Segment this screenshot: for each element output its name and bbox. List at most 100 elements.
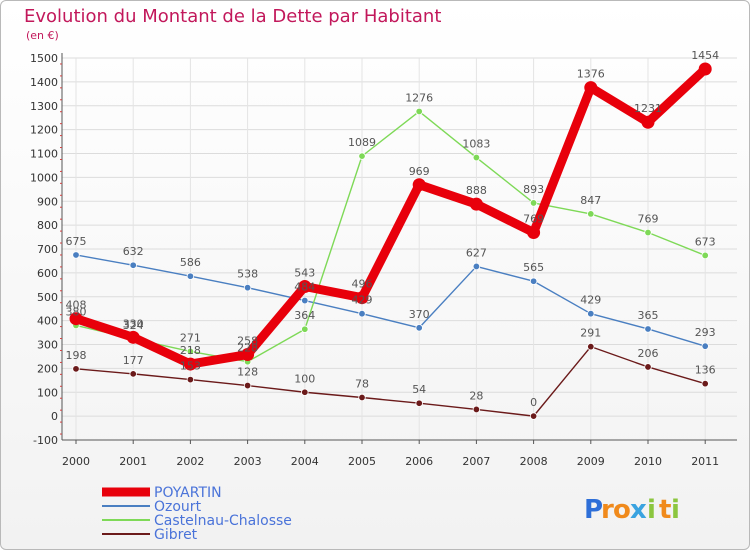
x-tick-label: 2008 xyxy=(520,455,548,468)
data-label: 888 xyxy=(466,184,487,197)
data-point xyxy=(644,325,652,333)
data-point xyxy=(641,115,655,129)
y-tick-label: 800 xyxy=(37,219,58,232)
data-label: 565 xyxy=(523,261,544,274)
data-label: 370 xyxy=(409,308,430,321)
data-label: 1089 xyxy=(348,136,376,149)
data-label: 100 xyxy=(294,372,315,385)
x-tick-label: 2007 xyxy=(462,455,490,468)
data-label: 1231 xyxy=(634,102,662,115)
data-label: 271 xyxy=(180,331,201,344)
brand-letter: i xyxy=(671,495,680,525)
data-label: 538 xyxy=(237,268,258,281)
data-label: 218 xyxy=(180,344,201,357)
x-tick-label: 2009 xyxy=(577,455,605,468)
data-point xyxy=(469,197,483,211)
data-label: 543 xyxy=(294,266,315,279)
y-tick-label: 1000 xyxy=(30,171,58,184)
data-point xyxy=(415,399,423,407)
data-label: 408 xyxy=(66,299,87,312)
y-tick-label: 0 xyxy=(51,410,58,423)
y-tick-label: 300 xyxy=(37,339,58,352)
series-layer xyxy=(69,62,712,420)
y-tick-label: 200 xyxy=(37,362,58,375)
data-label: 429 xyxy=(352,294,373,307)
y-tick-label: 1200 xyxy=(30,124,58,137)
legend-label: POYARTIN xyxy=(154,485,222,501)
data-point xyxy=(72,251,80,259)
data-label: 258 xyxy=(237,335,258,348)
x-tick-label: 2004 xyxy=(291,455,319,468)
brand-letter: x xyxy=(630,495,647,525)
data-label: 1083 xyxy=(462,138,490,151)
x-tick-label: 2006 xyxy=(405,455,433,468)
data-label: 893 xyxy=(523,183,544,196)
data-point xyxy=(472,405,481,414)
data-point xyxy=(701,251,709,260)
data-point xyxy=(358,310,366,318)
data-label: 1454 xyxy=(691,49,719,62)
data-point xyxy=(587,210,595,218)
data-label: 627 xyxy=(466,246,487,259)
data-point xyxy=(587,310,595,318)
data-label: 365 xyxy=(638,309,659,322)
series-line-2 xyxy=(75,110,706,363)
y-tick-label: 500 xyxy=(37,291,58,304)
brand-letter: r xyxy=(601,495,614,525)
data-label: 0 xyxy=(530,396,537,409)
data-point xyxy=(644,228,652,237)
y-tick-label: 100 xyxy=(37,386,58,399)
data-point xyxy=(472,262,481,271)
legend-label: Castelnau-Chalosse xyxy=(154,513,292,529)
data-point xyxy=(584,81,598,95)
data-point xyxy=(301,325,309,333)
data-point xyxy=(527,226,541,240)
data-point xyxy=(358,393,366,402)
x-tick-label: 2011 xyxy=(691,455,719,468)
brand-letter: t xyxy=(659,495,671,525)
data-label: 675 xyxy=(66,235,87,248)
data-label: 429 xyxy=(580,294,601,307)
data-label: 177 xyxy=(123,354,144,367)
data-label: 54 xyxy=(412,383,426,396)
data-point xyxy=(355,291,369,305)
data-label: 1276 xyxy=(405,91,433,104)
legend-label: Ozourt xyxy=(154,499,202,515)
proxiti-logo: Pr o x i t i xyxy=(584,495,680,525)
data-point xyxy=(358,152,366,160)
data-point xyxy=(301,296,309,305)
data-label: 484 xyxy=(294,281,315,294)
data-point xyxy=(529,199,538,207)
x-tick-label: 2003 xyxy=(234,455,262,468)
data-point xyxy=(472,153,481,162)
data-point xyxy=(126,330,140,344)
data-point xyxy=(186,347,195,356)
data-label: 364 xyxy=(294,309,315,322)
brand-letter: P xyxy=(584,495,603,525)
data-point xyxy=(186,272,195,280)
data-label: 78 xyxy=(355,378,369,391)
y-tick-label: 1100 xyxy=(30,148,58,161)
data-label: 632 xyxy=(123,245,144,258)
y-tick-label: 1400 xyxy=(30,76,58,89)
data-label: 324 xyxy=(123,319,144,332)
data-label: 969 xyxy=(409,165,430,178)
data-point xyxy=(298,279,312,293)
brand-letter: i xyxy=(647,495,656,525)
data-point xyxy=(412,178,426,192)
data-label: 769 xyxy=(523,213,544,226)
x-tick-label: 2002 xyxy=(176,455,204,468)
y-tick-label: -100 xyxy=(33,434,58,447)
y-tick-label: 400 xyxy=(37,315,58,328)
data-point xyxy=(243,283,252,292)
data-point xyxy=(701,342,709,350)
data-label: 769 xyxy=(638,213,659,226)
series-line-1 xyxy=(75,254,706,347)
data-label: 1376 xyxy=(577,68,605,81)
series-line-3 xyxy=(75,345,706,417)
axes: -100010020030040050060070080090010001100… xyxy=(30,52,737,468)
data-label: 847 xyxy=(580,194,601,207)
data-label: 198 xyxy=(66,349,87,362)
y-tick-label: 900 xyxy=(37,195,58,208)
